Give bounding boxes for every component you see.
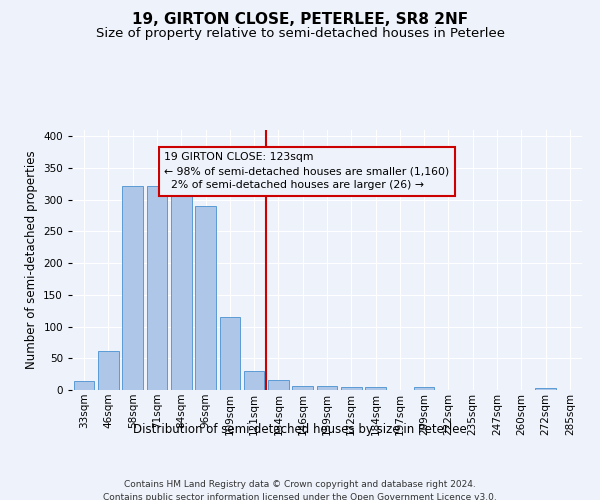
Bar [195, 206, 216, 390]
Text: 19 GIRTON CLOSE: 123sqm
← 98% of semi-detached houses are smaller (1,160)
  2% o: 19 GIRTON CLOSE: 123sqm ← 98% of semi-de… [164, 152, 449, 190]
Text: Size of property relative to semi-detached houses in Peterlee: Size of property relative to semi-detach… [95, 28, 505, 40]
Bar [414, 388, 434, 390]
Bar [535, 388, 556, 390]
Bar [341, 387, 362, 390]
Text: Contains HM Land Registry data © Crown copyright and database right 2024.: Contains HM Land Registry data © Crown c… [124, 480, 476, 489]
Bar [268, 380, 289, 390]
Text: Distribution of semi-detached houses by size in Peterlee: Distribution of semi-detached houses by … [133, 422, 467, 436]
Bar [74, 381, 94, 390]
Text: 19, GIRTON CLOSE, PETERLEE, SR8 2NF: 19, GIRTON CLOSE, PETERLEE, SR8 2NF [132, 12, 468, 28]
Y-axis label: Number of semi-detached properties: Number of semi-detached properties [25, 150, 38, 370]
Bar [317, 386, 337, 390]
Bar [244, 371, 265, 390]
Bar [146, 186, 167, 390]
Bar [171, 180, 191, 390]
Bar [98, 350, 119, 390]
Bar [122, 186, 143, 390]
Text: Contains public sector information licensed under the Open Government Licence v3: Contains public sector information licen… [103, 492, 497, 500]
Bar [365, 388, 386, 390]
Bar [292, 386, 313, 390]
Bar [220, 317, 240, 390]
